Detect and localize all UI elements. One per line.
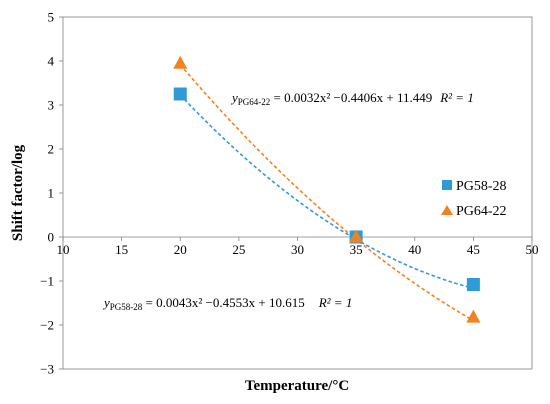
x-axis-title: Temperature/°C [245,378,349,394]
legend-marker-pg58-28 [442,180,452,190]
markers [173,55,481,323]
trendline-pg58-28 [179,94,474,290]
legend-label-pg58-28: PG58-28 [456,179,507,194]
data-point-pg64-22 [173,55,188,69]
data-point-pg64-22 [466,309,481,323]
x-tick-label: 50 [526,242,539,257]
equation-pg64-22: yPG64-22 = 0.0032x² −0.4406x + 11.449 R² … [230,90,474,107]
data-point-pg58-28 [466,278,480,292]
y-tick-label: 4 [48,54,55,69]
trendlines [179,64,474,322]
y-axis-title: Shift factor/log [10,144,26,241]
y-tick-label: 2 [48,142,55,157]
y-tick-label: −1 [40,274,54,289]
data-point-pg58-28 [173,87,187,101]
x-tick-label: 35 [350,242,363,257]
x-tick-label: 45 [467,242,480,257]
legend-label-pg64-22: PG64-22 [456,204,507,219]
x-tick-label: 40 [408,242,421,257]
y-tick-label: 1 [48,186,55,201]
x-tick-label: 10 [57,242,70,257]
x-tick-label: 25 [232,242,245,257]
y-tick-label: −3 [40,362,54,377]
trendline-pg64-22 [179,64,474,322]
legend: PG58-28 PG64-22 [441,179,507,219]
x-tick-label: 30 [291,242,304,257]
legend-marker-pg64-22 [441,205,453,215]
y-tick-label: 0 [48,230,55,245]
data-point-pg64-22 [349,229,364,243]
y-tick-label: 5 [48,10,55,25]
y-tick-label: 3 [48,98,55,113]
y-tick-label: −2 [40,318,54,333]
x-tick-label: 20 [174,242,187,257]
equation-pg58-28: yPG58-28 = 0.0043x² −0.4553x + 10.615 R² … [102,295,352,312]
x-tick-label: 15 [115,242,128,257]
plot-area [62,16,533,370]
